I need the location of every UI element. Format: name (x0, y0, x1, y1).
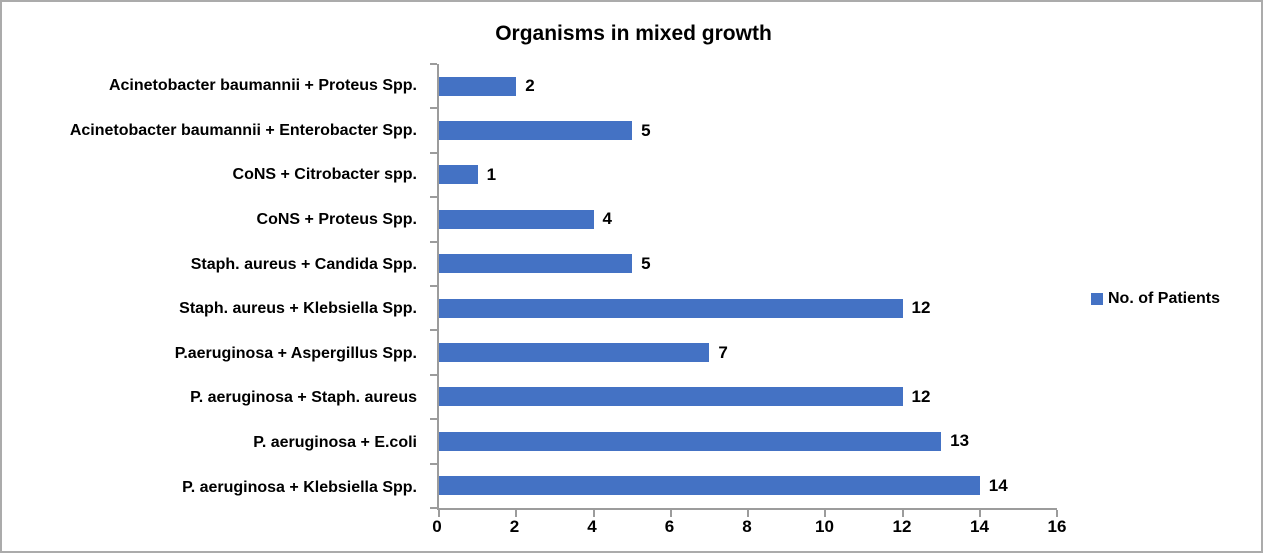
x-axis-tick-label: 6 (664, 517, 675, 536)
y-axis-tick (430, 373, 437, 376)
bar-value-label: 13 (950, 431, 970, 451)
x-axis-tick (592, 510, 595, 517)
bar-row: 12 (439, 375, 1057, 419)
category-label: CoNS + Proteus Spp. (256, 211, 417, 229)
category-label: Staph. aureus + Klebsiella Spp. (179, 300, 417, 318)
x-axis-tick (515, 510, 518, 517)
bar-value-label: 12 (911, 386, 931, 406)
category-label: P.aeruginosa + Aspergillus Spp. (174, 344, 417, 362)
y-axis-tick (430, 329, 437, 332)
category-label: P. aeruginosa + Klebsiella Spp. (182, 478, 417, 496)
chart-title: Organisms in mixed growth (495, 22, 772, 45)
y-axis-tick (430, 240, 437, 243)
x-axis-tick-label: 0 (432, 517, 442, 536)
bar (439, 76, 517, 96)
bar-value-label: 7 (718, 342, 728, 362)
bar-row: 5 (439, 108, 1057, 152)
category-label: P. aeruginosa + Staph. aureus (190, 389, 417, 407)
legend-label: No. of Patients (1108, 290, 1221, 307)
x-axis-tick-label: 10 (815, 517, 834, 536)
x-axis-tick-label: 12 (892, 517, 912, 536)
x-axis-tick (669, 510, 672, 517)
bar (439, 165, 478, 185)
x-axis-tick (438, 510, 440, 517)
x-axis-tick (1056, 510, 1058, 517)
bar-value-label: 14 (988, 475, 1008, 495)
y-axis-tick (430, 63, 437, 65)
bar-row: 13 (439, 419, 1057, 463)
x-axis-tick-label: 8 (742, 517, 752, 536)
bar-row: 5 (439, 242, 1057, 286)
bar (439, 209, 594, 229)
y-axis-tick (430, 196, 437, 199)
x-axis-tick (901, 510, 904, 517)
legend-swatch-icon (1091, 293, 1103, 305)
bar-value-label: 2 (525, 76, 535, 96)
legend: No. of Patients (1091, 290, 1220, 308)
bar (439, 254, 633, 274)
bar-row: 4 (439, 197, 1057, 241)
bar (439, 298, 903, 318)
bar-value-label: 1 (486, 164, 497, 184)
y-axis-tick (430, 418, 437, 421)
plot-area: 2 5 1 4 5 12 7 12 13 14 (430, 63, 1058, 517)
bar (439, 476, 980, 496)
y-axis-tick (430, 507, 437, 509)
bar-value-label: 12 (911, 298, 931, 318)
x-axis-tick (978, 510, 981, 517)
x-axis-tick (747, 510, 749, 517)
y-axis-tick (430, 462, 437, 465)
bar (439, 343, 710, 363)
category-label: CoNS + Citrobacter spp. (232, 166, 417, 184)
x-axis-tick-labels: 0 2 4 6 8 10 12 14 16 (432, 517, 1066, 541)
bar-row: 1 (439, 153, 1057, 197)
y-axis-tick (430, 107, 437, 110)
bar-value-label: 4 (602, 209, 612, 229)
bar-row: 7 (439, 330, 1057, 374)
x-axis-tick-label: 4 (587, 517, 597, 536)
x-axis-tick-label: 16 (1047, 517, 1067, 536)
y-axis-category-labels: Acinetobacter baumannii + Proteus Spp. Ac… (12, 64, 427, 510)
x-axis-tick (824, 510, 827, 517)
bar-row: 12 (439, 286, 1057, 330)
x-axis-tick-label: 2 (509, 517, 520, 536)
x-axis-tick-label: 14 (970, 517, 989, 536)
category-label: Acinetobacter baumannii + Enterobacter S… (69, 121, 417, 139)
bar-value-label: 5 (641, 120, 651, 140)
y-axis-tick (430, 151, 437, 154)
bar (439, 121, 633, 141)
category-label: Staph. aureus + Candida Spp. (190, 255, 417, 273)
bar (439, 387, 903, 407)
category-label: P. aeruginosa + E.coli (253, 434, 417, 452)
category-label: Acinetobacter baumannii + Proteus Spp. (108, 77, 417, 95)
bar-value-label: 5 (641, 253, 651, 273)
bar (439, 431, 942, 451)
y-axis-tick (430, 285, 437, 287)
bar-row: 14 (439, 464, 1057, 508)
bar-row: 2 (439, 64, 1057, 108)
